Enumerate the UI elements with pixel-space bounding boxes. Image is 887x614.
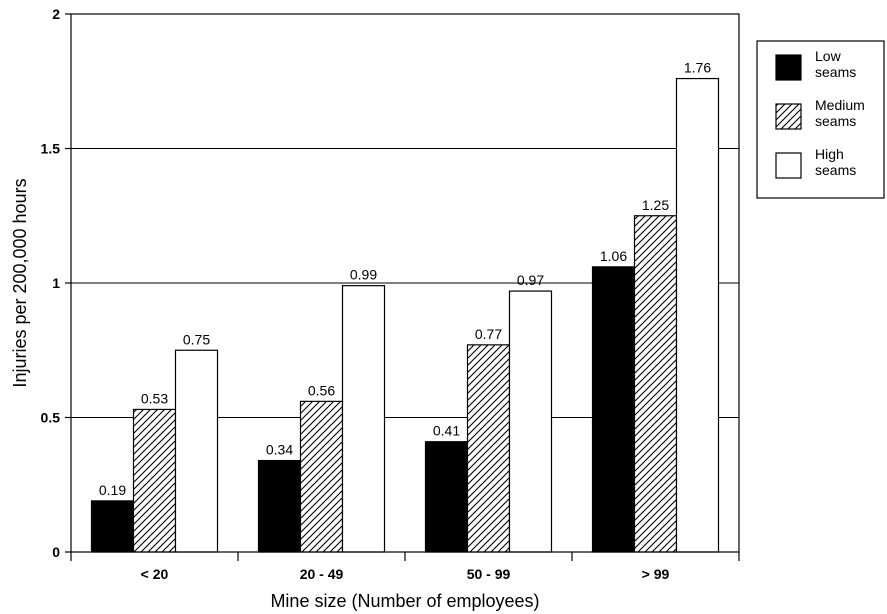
y-axis-title: Injuries per 200,000 hours <box>10 178 30 387</box>
data-labels: 0.19 0.53 0.75 0.34 0.56 0.99 0.41 0.77 0.97 1.06… <box>99 60 711 498</box>
bars <box>90 77 720 553</box>
y-tick-label: 1 <box>52 275 60 291</box>
data-label: 0.34 <box>266 442 293 458</box>
data-label: 0.77 <box>475 326 502 342</box>
bar-low-seams <box>591 266 636 553</box>
bar-medium-seams <box>466 344 511 553</box>
y-tick-label: 2 <box>52 6 60 22</box>
legend-label: Medium <box>815 97 865 113</box>
legend-label: seams <box>815 162 856 178</box>
bar-medium-seams <box>132 408 177 553</box>
y-tick-label: 0.5 <box>41 410 61 426</box>
y-tick-label: 0 <box>52 544 60 560</box>
data-label: 1.76 <box>684 60 711 76</box>
data-label: 0.19 <box>99 482 126 498</box>
data-label: 0.56 <box>308 382 335 398</box>
bar-high-seams <box>675 77 720 553</box>
x-tick-label: < 20 <box>141 566 169 582</box>
data-label: 0.41 <box>433 423 460 439</box>
bar-low-seams <box>257 459 302 553</box>
legend-swatch <box>775 103 802 130</box>
bar-medium-seams <box>633 215 678 553</box>
legend-label: seams <box>815 113 856 129</box>
data-label: 0.99 <box>350 267 377 283</box>
data-label: 1.25 <box>642 197 669 213</box>
legend-label: High <box>815 146 844 162</box>
legend-label: Low <box>815 48 842 64</box>
y-tick-label: 1.5 <box>41 141 61 157</box>
x-tick-label: 50 - 99 <box>467 566 511 582</box>
bar-high-seams <box>174 349 219 553</box>
data-label: 0.75 <box>183 331 210 347</box>
legend-swatch <box>775 152 802 179</box>
bar-high-seams <box>341 285 386 553</box>
x-axis-ticks: < 20 20 - 49 50 - 99 > 99 <box>70 552 740 582</box>
data-label: 0.53 <box>141 390 168 406</box>
bar-medium-seams <box>299 400 344 553</box>
bar-low-seams <box>90 500 135 553</box>
legend-swatch <box>775 54 802 81</box>
bar-low-seams <box>424 441 469 553</box>
data-label: 1.06 <box>600 248 627 264</box>
bar-high-seams <box>508 290 553 553</box>
x-tick-label: 20 - 49 <box>300 566 344 582</box>
x-tick-label: > 99 <box>642 566 670 582</box>
y-axis-ticks: 0 0.5 1 1.5 2 <box>41 6 71 560</box>
data-label: 0.97 <box>517 272 544 288</box>
legend-label: seams <box>815 64 856 80</box>
x-axis-title: Mine size (Number of employees) <box>270 591 539 611</box>
